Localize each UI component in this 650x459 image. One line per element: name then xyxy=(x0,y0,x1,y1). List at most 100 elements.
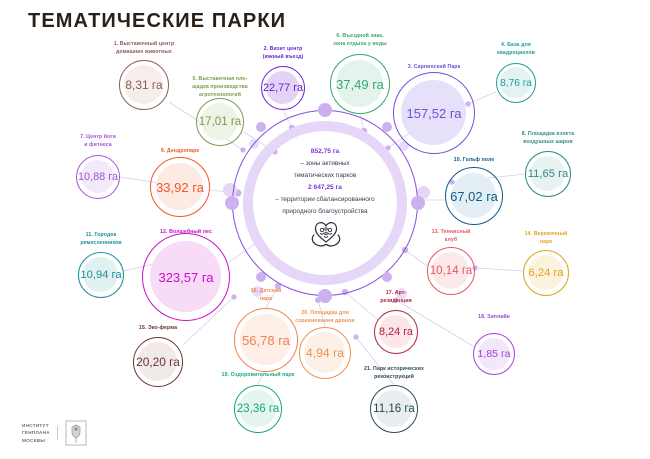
bubble-circle-3[interactable]: 157,52 га xyxy=(393,72,475,154)
bubble-circle-10[interactable]: 67,02 га xyxy=(445,167,503,225)
bubble-fill-2 xyxy=(265,70,300,105)
bubble-value-7: 10,88 га xyxy=(77,171,118,183)
decor-blob xyxy=(396,288,407,299)
heart-in-hands-icon xyxy=(311,222,341,247)
bubble-label-line: 14. Веревочный xyxy=(524,231,568,237)
bubble-label-line: 1. Выставочный центр xyxy=(113,41,175,47)
footer-org-line-3: МОСКВЫ xyxy=(22,437,46,443)
bubble-value-16: 56,78 га xyxy=(242,332,290,348)
bubble-label-line: щадка производства xyxy=(192,83,248,90)
bubble-value-17: 8,24 га xyxy=(379,326,413,338)
bubble-circle-14[interactable]: 6,24 га xyxy=(523,250,569,296)
footer-org-line-1: ИНСТИТУТ xyxy=(22,422,49,428)
bubble-circle-9[interactable]: 33,92 га xyxy=(150,157,210,217)
bubble-label-8: 8. Площадка взлета воздушных шаров xyxy=(506,131,590,147)
centre-active-desc-2: тематических парков xyxy=(293,172,357,180)
bubble-value-15: 20,20 га xyxy=(136,355,180,369)
bubble-circle-20[interactable]: 4,94 га xyxy=(299,327,351,379)
bubble-fill-16 xyxy=(240,314,291,365)
bubble-value-4: 8,76 га xyxy=(500,77,532,89)
bubble-fill-9 xyxy=(156,163,204,211)
bubble-value-2: 22,77 га xyxy=(262,82,303,94)
bubble-circle-12[interactable]: 323,57 га xyxy=(142,233,230,321)
bubble-label-2: 2. Визит центр (южный въезд) xyxy=(245,46,321,62)
bubble-value-13: 10,14 га xyxy=(429,265,473,277)
bubble-fill-13 xyxy=(432,252,470,290)
centre-ring-dot xyxy=(318,103,332,117)
bubble-circle-16[interactable]: 56,78 га xyxy=(234,308,298,372)
bubble-label-10: 10. Гольф поле xyxy=(434,157,514,165)
bubble-label-14: 14. Веревочный парк xyxy=(508,231,584,247)
bubble-value-21: 11,16 га xyxy=(373,403,415,415)
bubble-circle-5[interactable]: 17,01 га xyxy=(196,98,244,146)
bubble-label-line: домашних животных xyxy=(116,48,172,55)
bubble-label-15: 15. Эко-ферма xyxy=(120,325,196,333)
bubble-fill-14 xyxy=(527,254,564,291)
decor-blob xyxy=(417,186,430,199)
bubble-label-line: резиденция xyxy=(380,297,412,304)
bubble-circle-13[interactable]: 10,14 га xyxy=(427,247,475,295)
bubble-fill-21 xyxy=(375,390,413,428)
bubble-circle-8[interactable]: 11,65 га xyxy=(525,151,571,197)
bubble-label-11: 11. Городок ремесленников xyxy=(61,232,141,248)
bubble-circle-1[interactable]: 8,31 га xyxy=(119,60,169,110)
bubble-label-line: 15. Эко-ферма xyxy=(138,325,178,331)
bubble-fill-5 xyxy=(201,103,239,141)
bubble-value-19: 23,36 га xyxy=(236,403,280,415)
bubble-label-line: 4. База для xyxy=(501,42,531,48)
bubble-value-10: 67,02 га xyxy=(450,188,498,204)
bubble-label-line: клуб xyxy=(444,236,458,243)
bubble-label-4: 4. База для квадроциклов xyxy=(478,42,554,58)
bubble-label-line: парк xyxy=(539,238,553,245)
bubble-label-line: 10. Гольф поле xyxy=(453,157,495,163)
bubble-circle-19[interactable]: 23,36 га xyxy=(234,385,282,433)
bubble-circle-18[interactable]: 1,85 га xyxy=(473,333,515,375)
bubble-circle-4[interactable]: 8,76 га xyxy=(496,63,536,103)
bubble-label-line: парк xyxy=(259,295,273,302)
bubble-label-13: 13. Теннисный клуб xyxy=(413,229,489,245)
bubble-label-6: 6. Въездной знак, зона отдыха у воды xyxy=(315,33,405,49)
bubble-fill-19 xyxy=(239,390,277,428)
bubble-circle-15[interactable]: 20,20 га xyxy=(133,337,183,387)
bubble-label-line: 5. Выставочная пло- xyxy=(192,76,248,82)
bubble-label-19: 19. Оздоровительный парк xyxy=(208,372,308,380)
bubble-fill-3 xyxy=(400,79,467,146)
bubble-label-5: 5. Выставочная пло-щадка производства агр… xyxy=(179,76,261,99)
bubble-label-line: 21. Парк исторических xyxy=(363,366,425,372)
bubble-label-line: 8. Площадка взлета xyxy=(521,131,575,137)
bubble-fill-18 xyxy=(477,337,510,370)
bubble-circle-6[interactable]: 37,49 га xyxy=(330,54,390,114)
bubble-label-line: 6. Въездной знак, xyxy=(336,33,384,39)
centre-ring-dot xyxy=(318,289,332,303)
bubble-label-line: 12. Волшебный лес xyxy=(160,229,212,235)
centre-active-value: 852,75 га xyxy=(310,148,340,155)
bubble-circle-17[interactable]: 8,24 га xyxy=(374,310,418,354)
centre-balanced-desc-1: – территории сбалансированного xyxy=(275,196,375,204)
bubble-fill-12 xyxy=(150,241,221,312)
bubble-label-line: 13. Теннисный xyxy=(431,229,471,235)
bubble-label-line: (южный въезд) xyxy=(262,53,304,60)
bubble-fill-4 xyxy=(500,67,531,98)
centre-ring-dot xyxy=(256,122,266,132)
page-title: ТЕМАТИЧЕСКИЕ ПАРКИ xyxy=(28,10,287,32)
bubble-circle-21[interactable]: 11,16 га xyxy=(370,385,418,433)
bubble-label-21: 21. Парк исторических реконструкций xyxy=(348,366,440,382)
bubble-label-line: 3. Сарпинский Парк xyxy=(407,64,461,70)
bubble-circle-11[interactable]: 10,94 га xyxy=(78,252,124,298)
bubble-value-8: 11,65 га xyxy=(527,168,569,180)
centre-text-block: 852,75 га – зоны активных тематических п… xyxy=(226,146,424,218)
bubble-label-line: агротехнологий xyxy=(198,91,241,98)
bubble-label-line: квадроциклов xyxy=(496,49,536,56)
bubble-fill-11 xyxy=(82,256,119,293)
centre-ring-dot xyxy=(382,272,392,282)
bubble-label-line: 19. Оздоровительный парк xyxy=(221,372,295,378)
bubble-label-line: 18. Зиплайн xyxy=(478,314,510,320)
bubble-circle-7[interactable]: 10,88 га xyxy=(76,155,120,199)
bubble-label-16: 16. Детский парк xyxy=(230,288,302,304)
centre-ring-dot xyxy=(256,272,266,282)
bubble-circle-2[interactable]: 22,77 га xyxy=(261,66,305,110)
bubble-label-line: 20. Площадка для xyxy=(301,310,349,316)
centre-balanced-value: 2 647,25 га xyxy=(308,183,342,191)
bubble-value-6: 37,49 га xyxy=(336,76,384,92)
